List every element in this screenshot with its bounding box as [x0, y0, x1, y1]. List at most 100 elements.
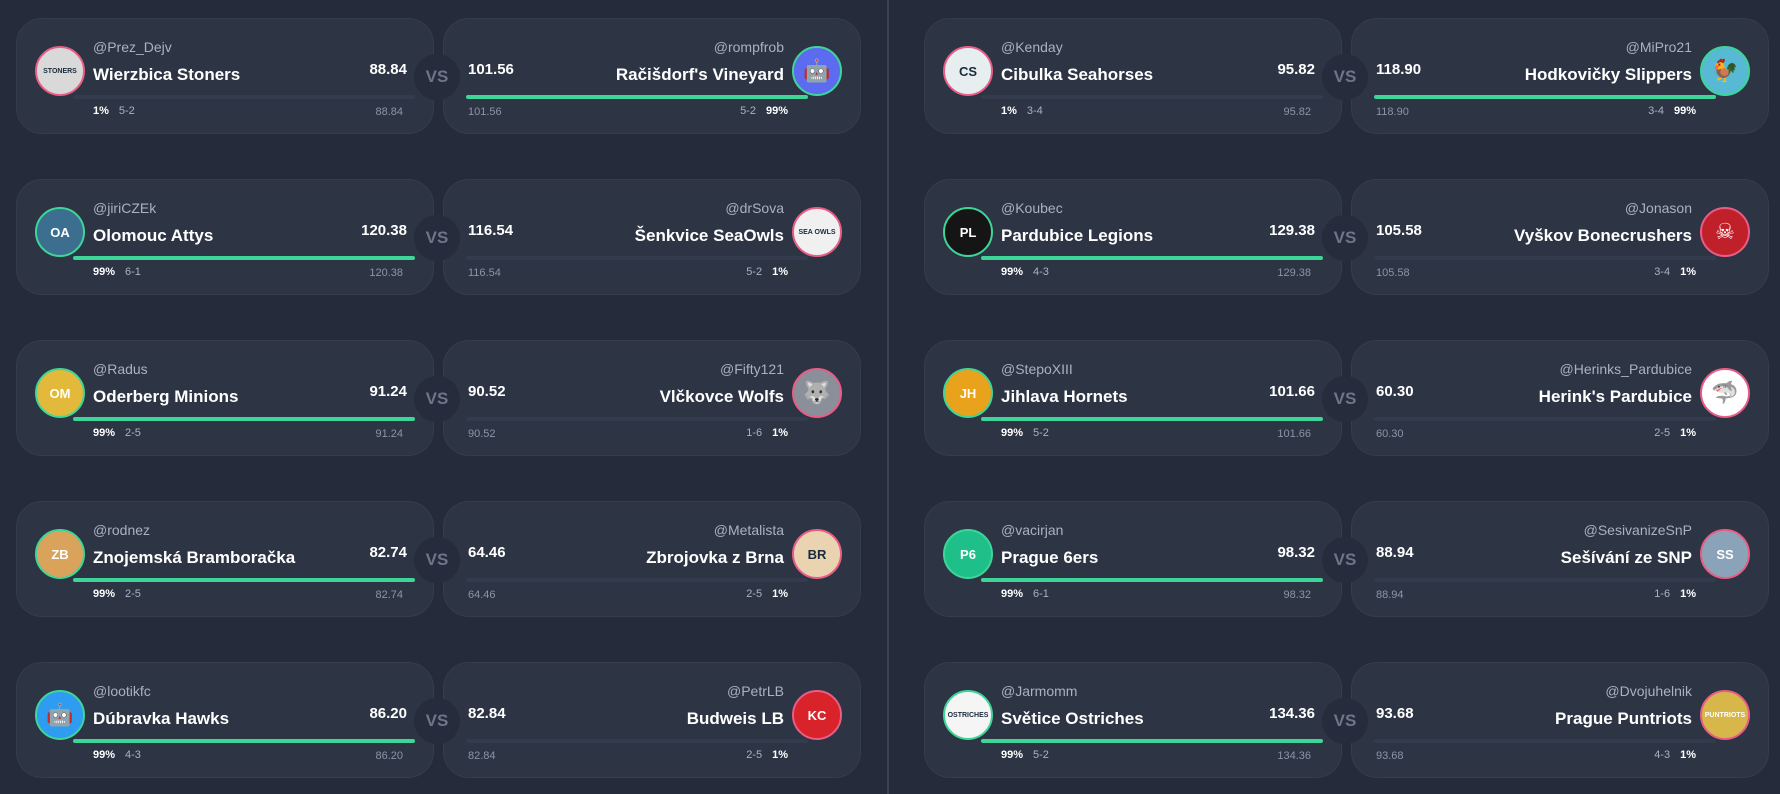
team-name[interactable]: Prague Puntriots: [1555, 709, 1692, 728]
matchup-row[interactable]: ZB @rodnez Znojemská Bramboračka 82.74 99% 2-…: [16, 501, 861, 617]
win-probability-bar: [981, 417, 1323, 421]
team-name[interactable]: Hodkovičky Slippers: [1524, 65, 1692, 84]
team-card-cibulka-seahorses[interactable]: CS @Kenday Cibulka Seahorses 95.82 1% 3-4 95.8…: [924, 18, 1342, 134]
team-name[interactable]: Jihlava Hornets: [1001, 387, 1128, 406]
avatar-text: ☠: [1715, 219, 1735, 244]
team-card-sesivani-ze-snp[interactable]: SS @SesivanizeSnP Sešívání ze SNP 88.94 1-6 1…: [1351, 501, 1769, 617]
team-score: 101.66: [1269, 383, 1315, 400]
rooster-logo-icon[interactable]: 🐓: [1700, 46, 1750, 96]
robot-icon-icon[interactable]: 🤖: [792, 46, 842, 96]
team-card-prague-6ers[interactable]: P6 @vacirjan Prague 6ers 98.32 99% 6-1 98.32: [924, 501, 1342, 617]
team-name[interactable]: Zbrojovka z Brna: [646, 548, 784, 567]
team-name[interactable]: Šenkvice SeaOwls: [634, 226, 784, 245]
team-name[interactable]: Pardubice Legions: [1001, 226, 1154, 245]
team-card-budweis-lb[interactable]: KC @PetrLB Budweis LB 82.84 2-5 1% 82.84: [443, 662, 861, 778]
team-card-hodkovicky-slippers[interactable]: 🐓 @MiPro21 Hodkovičky Slippers 118.90 3-4 99%…: [1351, 18, 1769, 134]
matchup-row[interactable]: CS @Kenday Cibulka Seahorses 95.82 1% 3-4 95.8…: [924, 18, 1769, 134]
team-name[interactable]: Cibulka Seahorses: [1001, 65, 1154, 84]
skull-logo-icon[interactable]: ☠: [1700, 207, 1750, 257]
seahorse-logo-icon[interactable]: CS: [943, 46, 993, 96]
team-card-prague-puntriots[interactable]: PUNTRIOTS @Dvojuhelnik Prague Puntriots 93.…: [1351, 662, 1769, 778]
team-card-jihlava-hornets[interactable]: JH @StepoXIII Jihlava Hornets 101.66 99% 5-2 1…: [924, 340, 1342, 456]
team-name[interactable]: Vyškov Bonecrushers: [1514, 226, 1692, 245]
team-card-vlckovce-wolfs[interactable]: 🐺 @Fifty121 Vlčkovce Wolfs 90.52 1-6 1% 90.52: [443, 340, 861, 456]
minion-logo-icon[interactable]: OM: [35, 368, 85, 418]
team-card-wierzbica-stoners[interactable]: STONERS @Prez_Dejv Wierzbica Stoners 88.84 1…: [16, 18, 434, 134]
team-name[interactable]: Sešívání ze SNP: [1560, 548, 1692, 567]
hornets-logo-icon[interactable]: JH: [943, 368, 993, 418]
avatar-text: STONERS: [43, 67, 77, 75]
projected-points: 93.68: [1376, 750, 1404, 762]
team-card-zbrojovka-z-brna[interactable]: BR @Metalista Zbrojovka z Brna 64.46 2-5 1% 64…: [443, 501, 861, 617]
team-score: 90.52: [468, 383, 506, 400]
win-probability: 1%: [772, 588, 788, 600]
owl-logo-icon[interactable]: SEA OWLS: [792, 207, 842, 257]
potato-logo-icon[interactable]: ZB: [35, 529, 85, 579]
projected-points: 118.90: [1376, 106, 1409, 118]
team-owner-handle: @Koubec: [1001, 200, 1063, 216]
matchup-row[interactable]: OSTRICHES @Jarmomm Světice Ostriches 134.36…: [924, 662, 1769, 778]
avatar-text: 🐺: [803, 380, 831, 405]
matchup-row[interactable]: OA @jiriCZEk Olomouc Attys 120.38 99% 6-1 120.…: [16, 179, 861, 295]
shark-logo-icon[interactable]: 🦈: [1700, 368, 1750, 418]
zbrojovka-logo-icon[interactable]: BR: [792, 529, 842, 579]
projected-points: 86.20: [375, 750, 403, 762]
matchup-row[interactable]: STONERS @Prez_Dejv Wierzbica Stoners 88.84 1…: [16, 18, 861, 134]
win-probability: 99%: [93, 749, 116, 761]
win-probability-bar: [1374, 95, 1716, 99]
team-card-olomouc-attys[interactable]: OA @jiriCZEk Olomouc Attys 120.38 99% 6-1 120.…: [16, 179, 434, 295]
team-meta: 5-2 1%: [746, 266, 788, 278]
team-name[interactable]: Světice Ostriches: [1001, 709, 1144, 728]
team-name[interactable]: Oderberg Minions: [93, 387, 239, 406]
avatar-text: SS: [1716, 546, 1734, 562]
chiefs-logo-icon[interactable]: KC: [792, 690, 842, 740]
column-divider: [887, 0, 889, 794]
team-name[interactable]: Budweis LB: [686, 709, 784, 728]
team-card-senkvice-seaowls[interactable]: SEA OWLS @drSova Šenkvice SeaOwls 116.54 5-2…: [443, 179, 861, 295]
team-name[interactable]: Wierzbica Stoners: [93, 65, 241, 84]
team-name[interactable]: Olomouc Attys: [93, 226, 214, 245]
team-meta: 99% 4-3: [1001, 266, 1049, 278]
stoners-logo-icon[interactable]: STONERS: [35, 46, 85, 96]
win-probability: 1%: [1680, 588, 1696, 600]
matchup-row[interactable]: P6 @vacirjan Prague 6ers 98.32 99% 6-1 98.32 VS…: [924, 501, 1769, 617]
wolf-logo-icon[interactable]: 🐺: [792, 368, 842, 418]
matchup-row[interactable]: 🤖 @lootikfc Dúbravka Hawks 86.20 99% 4-3 86.20…: [16, 662, 861, 778]
team-card-znojemska-bramboracka[interactable]: ZB @rodnez Znojemská Bramboračka 82.74 99% 2-…: [16, 501, 434, 617]
team-card-oderberg-minions[interactable]: OM @Radus Oderberg Minions 91.24 99% 2-5 91.24: [16, 340, 434, 456]
win-probability-track: [1374, 417, 1716, 421]
win-probability-bar: [73, 256, 415, 260]
team-card-svetice-ostriches[interactable]: OSTRICHES @Jarmomm Světice Ostriches 134.36…: [924, 662, 1342, 778]
attys-logo-icon[interactable]: OA: [35, 207, 85, 257]
team-card-racisdorf-s-vineyard[interactable]: 🤖 @rompfrob Račišdorf's Vineyard 101.56 5-2 9…: [443, 18, 861, 134]
matchup-row[interactable]: JH @StepoXIII Jihlava Hornets 101.66 99% 5-2 1…: [924, 340, 1769, 456]
team-meta: 1-6 1%: [1654, 588, 1696, 600]
blue-robot-logo-icon[interactable]: 🤖: [35, 690, 85, 740]
team-name[interactable]: Račišdorf's Vineyard: [615, 65, 784, 84]
team-name[interactable]: Vlčkovce Wolfs: [659, 387, 784, 406]
team-meta: 4-3 1%: [1654, 749, 1696, 761]
puntriots-logo-icon[interactable]: PUNTRIOTS: [1700, 690, 1750, 740]
win-probability-track: [466, 256, 808, 260]
team-name[interactable]: Prague 6ers: [1001, 548, 1099, 567]
ostrich-logo-icon[interactable]: OSTRICHES: [943, 690, 993, 740]
team-record: 5-2: [740, 105, 756, 117]
win-probability: 1%: [1680, 427, 1696, 439]
projected-points: 88.94: [1376, 589, 1404, 601]
projected-points: 120.38: [369, 267, 403, 279]
team-card-herink-s-pardubice[interactable]: 🦈 @Herinks_Pardubice Herink's Pardubice 60.…: [1351, 340, 1769, 456]
team-owner-handle: @Fifty121: [719, 361, 784, 377]
team-name[interactable]: Dúbravka Hawks: [93, 709, 230, 728]
team-card-pardubice-legions[interactable]: PL @Koubec Pardubice Legions 129.38 99% 4-3 12…: [924, 179, 1342, 295]
team-card-dubravka-hawks[interactable]: 🤖 @lootikfc Dúbravka Hawks 86.20 99% 4-3 86.20: [16, 662, 434, 778]
matchup-row[interactable]: OM @Radus Oderberg Minions 91.24 99% 2-5 91.24…: [16, 340, 861, 456]
team-owner-handle: @rodnez: [93, 522, 151, 538]
team-name[interactable]: Znojemská Bramboračka: [93, 548, 296, 567]
p6-logo-icon[interactable]: P6: [943, 529, 993, 579]
spartan-logo-icon[interactable]: PL: [943, 207, 993, 257]
win-probability: 99%: [1001, 266, 1024, 278]
team-card-vyskov-bonecrushers[interactable]: ☠ @Jonason Vyškov Bonecrushers 105.58 3-4 1% 1…: [1351, 179, 1769, 295]
matchup-row[interactable]: PL @Koubec Pardubice Legions 129.38 99% 4-3 12…: [924, 179, 1769, 295]
team-name[interactable]: Herink's Pardubice: [1538, 387, 1692, 406]
photo-avatar-icon[interactable]: SS: [1700, 529, 1750, 579]
